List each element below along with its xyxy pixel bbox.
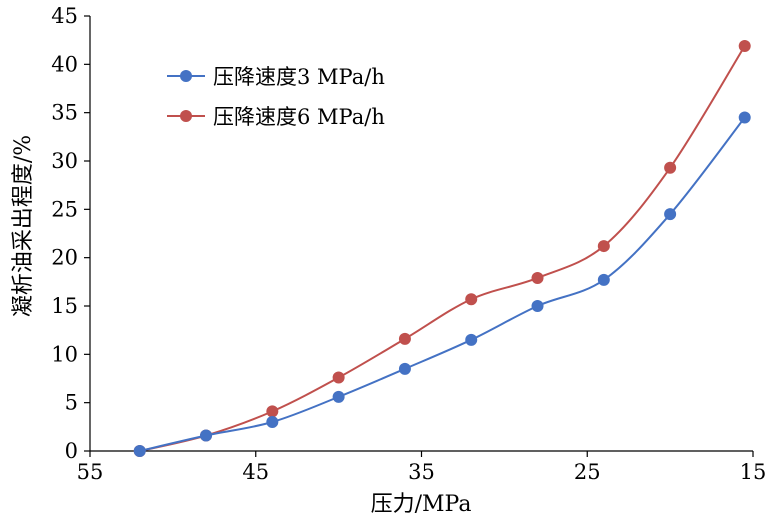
data-point [597, 273, 610, 286]
data-point [133, 445, 146, 457]
data-point [465, 293, 478, 306]
data-point [332, 390, 345, 403]
y-axis-title: 凝析油采出程度/% [11, 135, 36, 317]
x-tick-label: 55 [77, 460, 104, 484]
series-2 [133, 39, 751, 457]
data-point [597, 240, 610, 253]
data-point [738, 39, 751, 52]
legend-swatch-marker [180, 70, 192, 82]
x-tick-label: 45 [242, 460, 269, 484]
x-axis-title: 压力/MPa [371, 492, 472, 517]
x-tick-label: 15 [740, 460, 767, 484]
data-point [465, 333, 478, 346]
y-tick-label: 10 [51, 342, 78, 366]
x-tick-label: 35 [408, 460, 435, 484]
data-point [266, 405, 279, 418]
y-tick-label: 15 [51, 294, 78, 318]
x-tick-label: 25 [574, 460, 601, 484]
y-tick-label: 30 [51, 149, 78, 173]
data-point [332, 371, 345, 384]
legend-label: 压降速度6 MPa/h [213, 105, 385, 129]
data-point [738, 111, 751, 124]
data-point [200, 429, 213, 442]
series-line [139, 45, 746, 452]
legend-entry-2: 压降速度6 MPa/h [167, 105, 385, 129]
y-tick-label: 40 [51, 52, 78, 76]
axes: 0 5 10 15 20 25 30 35 40 45 55 45 35 25 15 [51, 4, 766, 484]
series-layer [133, 39, 751, 457]
y-tick-label: 35 [51, 101, 78, 125]
y-tick-label: 5 [65, 391, 78, 415]
data-point [531, 271, 544, 284]
legend-entry-1: 压降速度3 MPa/h [167, 65, 385, 89]
y-tick-label: 45 [51, 4, 78, 28]
data-point [398, 362, 411, 375]
data-point [531, 300, 544, 312]
legend-label: 压降速度3 MPa/h [213, 65, 385, 89]
y-tick-label: 20 [51, 246, 78, 270]
y-tick-label: 0 [65, 439, 78, 463]
legend-swatch-marker [180, 110, 192, 122]
data-point [398, 332, 411, 345]
series-1 [133, 111, 751, 457]
legend: 压降速度3 MPa/h 压降速度6 MPa/h [167, 65, 385, 129]
y-tick-label: 25 [51, 197, 78, 221]
data-point [266, 416, 279, 428]
data-point [664, 161, 677, 174]
series-line [139, 116, 746, 452]
data-point [664, 208, 677, 221]
